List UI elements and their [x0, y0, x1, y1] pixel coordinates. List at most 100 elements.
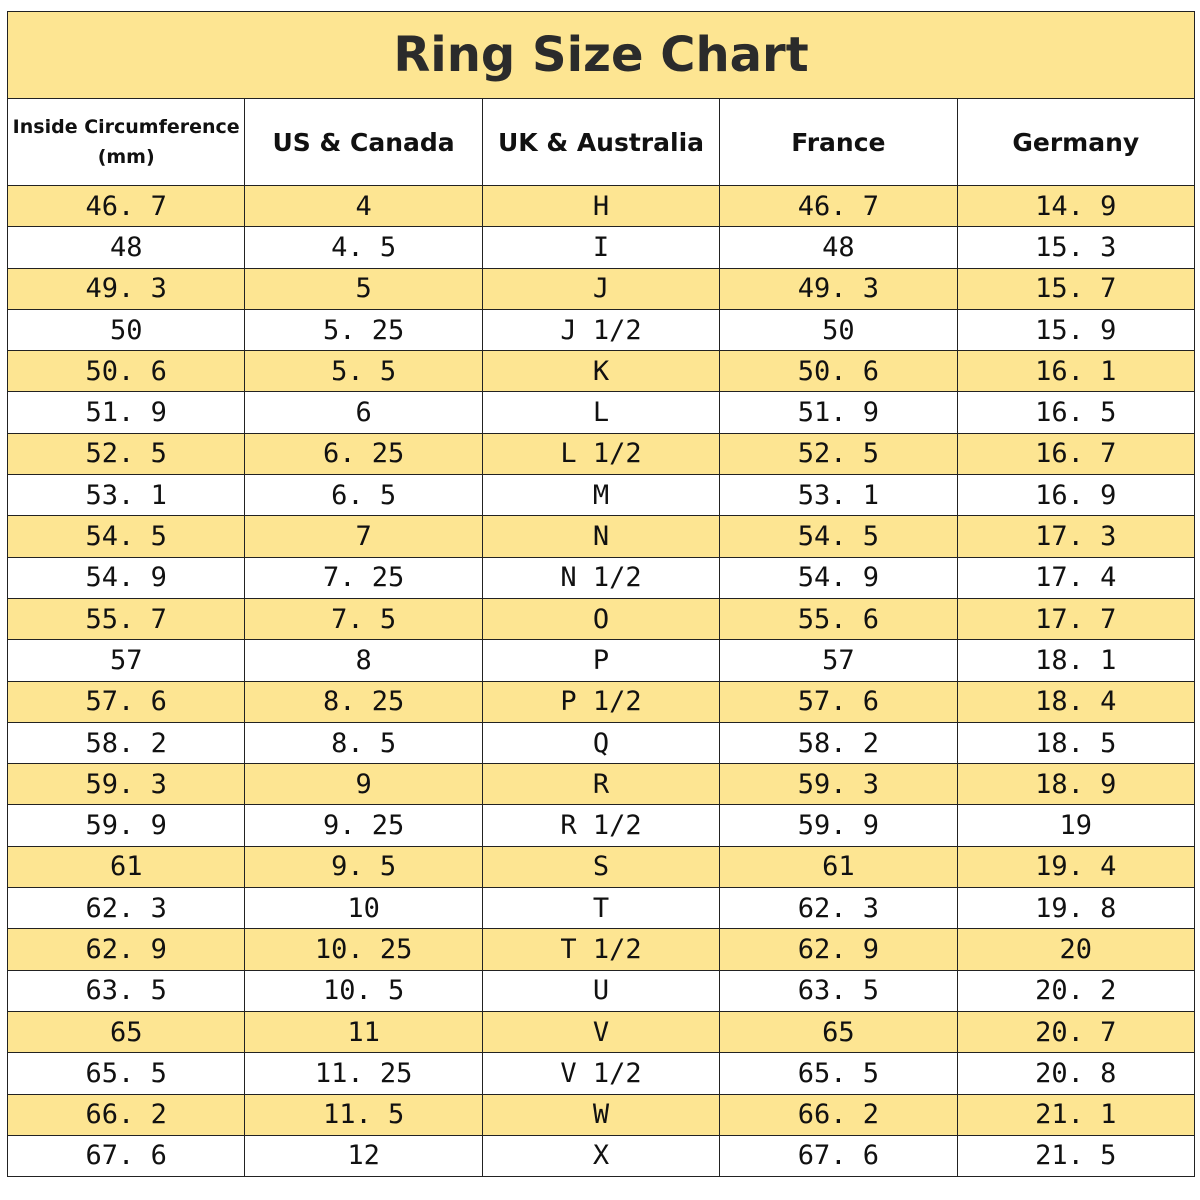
cell-inside-circumference: 50. 6 [6, 350, 246, 393]
cell-us-canada: 9. 25 [244, 804, 483, 847]
cell-us-canada: 5 [244, 267, 483, 310]
cell-germany: 20 [956, 928, 1196, 971]
cell-inside-circumference: 55. 7 [6, 597, 246, 641]
cell-germany: 21. 1 [956, 1093, 1196, 1136]
cell-france: 49. 3 [719, 267, 958, 310]
cell-inside-circumference: 52. 5 [6, 432, 246, 476]
cell-us-canada: 5. 5 [244, 350, 483, 393]
cell-germany: 16. 9 [956, 474, 1196, 517]
table-row: 52. 5 6. 25 L 1/2 52. 5 16. 7 [6, 432, 1196, 476]
table-row: 65 11 V 65 20. 7 [6, 1010, 1196, 1054]
cell-uk-australia: Q [481, 721, 721, 765]
cell-germany: 18. 5 [956, 721, 1196, 765]
cell-inside-circumference: 46. 7 [6, 184, 246, 228]
cell-us-canada: 4 [244, 184, 483, 228]
cell-uk-australia: N [481, 515, 721, 558]
cell-france: 50 [719, 308, 958, 352]
table-row: 58. 2 8. 5 Q 58. 2 18. 5 [6, 721, 1196, 765]
table-row: 59. 3 9 R 59. 3 18. 9 [6, 763, 1196, 806]
cell-germany: 19 [956, 804, 1196, 847]
cell-us-canada: 9. 5 [244, 845, 483, 889]
cell-germany: 16. 5 [956, 391, 1196, 434]
cell-uk-australia: S [481, 845, 721, 889]
header-us-canada: US & Canada [244, 98, 483, 186]
cell-uk-australia: L 1/2 [481, 432, 721, 476]
cell-germany: 17. 7 [956, 597, 1196, 641]
cell-germany: 21. 5 [956, 1134, 1196, 1178]
cell-us-canada: 7 [244, 515, 483, 558]
table-row: 61 9. 5 S 61 19. 4 [6, 845, 1196, 889]
table-row: 67. 6 12 X 67. 6 21. 5 [6, 1134, 1196, 1178]
cell-uk-australia: W [481, 1093, 721, 1136]
cell-uk-australia: O [481, 597, 721, 641]
cell-france: 62. 3 [719, 887, 958, 930]
cell-france: 59. 9 [719, 804, 958, 847]
table-row: 59. 9 9. 25 R 1/2 59. 9 19 [6, 804, 1196, 847]
cell-inside-circumference: 50 [6, 308, 246, 352]
cell-france: 62. 9 [719, 928, 958, 971]
cell-france: 57. 6 [719, 680, 958, 723]
table-row: 50 5. 25 J 1/2 50 15. 9 [6, 308, 1196, 352]
table-row: 62. 9 10. 25 T 1/2 62. 9 20 [6, 928, 1196, 971]
table-row: 53. 1 6. 5 M 53. 1 16. 9 [6, 474, 1196, 517]
cell-germany: 14. 9 [956, 184, 1196, 228]
cell-france: 61 [719, 845, 958, 889]
cell-inside-circumference: 65. 5 [6, 1052, 246, 1095]
cell-france: 46. 7 [719, 184, 958, 228]
cell-france: 63. 5 [719, 969, 958, 1012]
cell-us-canada: 8 [244, 639, 483, 682]
cell-france: 65. 5 [719, 1052, 958, 1095]
cell-inside-circumference: 49. 3 [6, 267, 246, 310]
cell-inside-circumference: 54. 9 [6, 556, 246, 599]
cell-uk-australia: P 1/2 [481, 680, 721, 723]
cell-inside-circumference: 53. 1 [6, 474, 246, 517]
header-germany: Germany [956, 98, 1196, 186]
table-row: 50. 6 5. 5 K 50. 6 16. 1 [6, 350, 1196, 393]
cell-uk-australia: T 1/2 [481, 928, 721, 971]
cell-germany: 18. 9 [956, 763, 1196, 806]
cell-uk-australia: N 1/2 [481, 556, 721, 599]
table-row: 57 8 P 57 18. 1 [6, 639, 1196, 682]
table-row: 63. 5 10. 5 U 63. 5 20. 2 [6, 969, 1196, 1012]
cell-france: 51. 9 [719, 391, 958, 434]
cell-uk-australia: H [481, 184, 721, 228]
cell-uk-australia: I [481, 226, 721, 269]
cell-france: 54. 5 [719, 515, 958, 558]
cell-germany: 17. 4 [956, 556, 1196, 599]
cell-germany: 19. 8 [956, 887, 1196, 930]
cell-germany: 18. 4 [956, 680, 1196, 723]
table-row: 49. 3 5 J 49. 3 15. 7 [6, 267, 1196, 310]
cell-germany: 18. 1 [956, 639, 1196, 682]
header-inside-circumference: Inside Circumference (mm) [6, 98, 246, 186]
cell-france: 59. 3 [719, 763, 958, 806]
cell-inside-circumference: 65 [6, 1010, 246, 1054]
cell-us-canada: 7. 25 [244, 556, 483, 599]
cell-us-canada: 6. 25 [244, 432, 483, 476]
cell-france: 67. 6 [719, 1134, 958, 1178]
header-uk-australia: UK & Australia [481, 98, 721, 186]
cell-inside-circumference: 67. 6 [6, 1134, 246, 1178]
cell-uk-australia: P [481, 639, 721, 682]
cell-us-canada: 11. 25 [244, 1052, 483, 1095]
cell-us-canada: 12 [244, 1134, 483, 1178]
cell-uk-australia: T [481, 887, 721, 930]
table-row: 57. 6 8. 25 P 1/2 57. 6 18. 4 [6, 680, 1196, 723]
cell-france: 57 [719, 639, 958, 682]
cell-us-canada: 10 [244, 887, 483, 930]
cell-uk-australia: L [481, 391, 721, 434]
cell-inside-circumference: 57. 6 [6, 680, 246, 723]
cell-uk-australia: X [481, 1134, 721, 1178]
cell-uk-australia: K [481, 350, 721, 393]
cell-us-canada: 6 [244, 391, 483, 434]
cell-france: 58. 2 [719, 721, 958, 765]
cell-france: 48 [719, 226, 958, 269]
cell-france: 54. 9 [719, 556, 958, 599]
table-row: 48 4. 5 I 48 15. 3 [6, 226, 1196, 269]
table-row: 46. 7 4 H 46. 7 14. 9 [6, 184, 1196, 228]
cell-inside-circumference: 54. 5 [6, 515, 246, 558]
cell-us-canada: 7. 5 [244, 597, 483, 641]
cell-inside-circumference: 63. 5 [6, 969, 246, 1012]
cell-us-canada: 4. 5 [244, 226, 483, 269]
cell-france: 55. 6 [719, 597, 958, 641]
cell-inside-circumference: 59. 3 [6, 763, 246, 806]
